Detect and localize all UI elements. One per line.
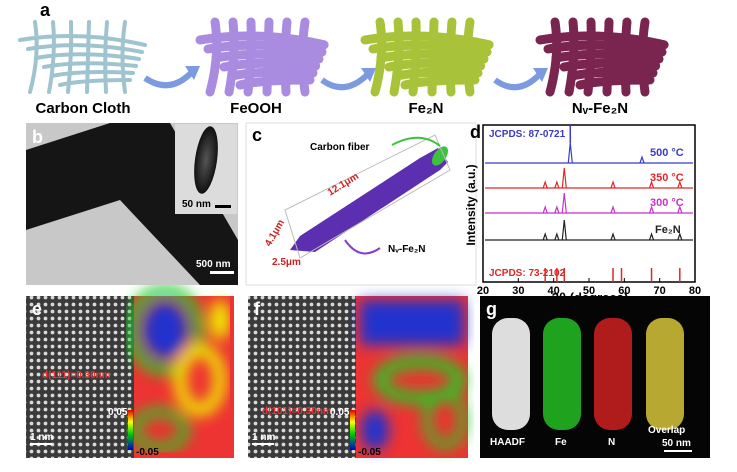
reference-label: JCPDS: 87-0721 bbox=[489, 129, 566, 140]
x-tick-label: 50 bbox=[583, 285, 595, 297]
peak bbox=[648, 180, 655, 189]
fiber bbox=[368, 40, 492, 57]
peak bbox=[677, 205, 683, 214]
peak bbox=[567, 142, 573, 164]
peak bbox=[639, 155, 645, 164]
mesh bbox=[535, 17, 670, 97]
panel-label: d bbox=[470, 122, 481, 142]
panel-b: b 50 nm 500 nm bbox=[26, 123, 238, 285]
y-axis-label: Intensity (a.u.) bbox=[464, 164, 478, 245]
fiber bbox=[42, 61, 138, 69]
annotation: d(111)=0.30nm bbox=[42, 370, 111, 381]
channel-label: Overlap bbox=[648, 425, 685, 436]
panel-c: c Carbon fiber 12.1μm 4.1μm 2.5μm Nᵥ-Fe₂… bbox=[245, 122, 477, 286]
fiber bbox=[543, 40, 667, 57]
peak bbox=[610, 180, 616, 189]
panel-a: a Carbon Cloth FeOOH Fe₂N Nᵥ-Fe₂N bbox=[18, 0, 670, 117]
reference-label: JCPDS: 73-2102 bbox=[489, 268, 566, 279]
panel-label: b bbox=[32, 127, 43, 147]
step-label: FeOOH bbox=[230, 100, 282, 117]
panel-f: f d(101)=0.30nm 0.05 -0.05 1 nm bbox=[248, 296, 468, 458]
step-label: Fe₂N bbox=[408, 100, 443, 117]
peak bbox=[542, 205, 548, 214]
fiber bbox=[103, 20, 109, 94]
fiber bbox=[445, 17, 457, 97]
x-tick-label: 60 bbox=[618, 285, 630, 297]
series-label: Fe₂N bbox=[655, 224, 681, 236]
fiber bbox=[638, 17, 650, 97]
series-label: 500 °C bbox=[650, 147, 684, 159]
fiber bbox=[298, 17, 310, 97]
colorbar-label: 0.05 bbox=[108, 407, 128, 418]
scale-label: 1 nm bbox=[252, 432, 275, 443]
panel-g: g HAADF Fe N Overlap 50 nm bbox=[480, 296, 710, 458]
peak bbox=[677, 180, 683, 189]
panel-label: f bbox=[254, 299, 261, 319]
channel-label: Fe bbox=[555, 437, 567, 448]
peak bbox=[677, 232, 683, 241]
step-label: Nᵥ-Fe₂N bbox=[572, 100, 628, 117]
panel-e: e d(111)=0.30nm 0.05 -0.05 1 nm bbox=[26, 290, 234, 458]
peak bbox=[610, 205, 616, 214]
x-tick-label: 40 bbox=[548, 285, 560, 297]
mesh bbox=[360, 17, 495, 97]
peak bbox=[554, 205, 560, 214]
scale-label: 500 nm bbox=[196, 259, 231, 270]
fiber bbox=[280, 17, 292, 97]
panel-label: e bbox=[32, 299, 42, 319]
fiber bbox=[120, 20, 127, 94]
fiber bbox=[26, 43, 144, 54]
scale-label: 1 nm bbox=[30, 432, 53, 443]
panel-label: c bbox=[252, 125, 262, 145]
arrows bbox=[143, 69, 543, 91]
peak bbox=[648, 205, 655, 214]
panel-d: d 2θ (degrees) Intensity (a.u.) 20304050… bbox=[464, 122, 701, 305]
mesh bbox=[18, 20, 147, 94]
annotation: 2.5μm bbox=[272, 257, 301, 268]
step-label: Carbon Cloth bbox=[36, 100, 131, 117]
scale-label: 50 nm bbox=[662, 438, 691, 449]
colorbar-label: -0.05 bbox=[358, 447, 381, 458]
mesh bbox=[195, 17, 330, 97]
fiber bbox=[463, 17, 475, 97]
x-tick-label: 70 bbox=[654, 285, 666, 297]
scale-label: 50 nm bbox=[182, 199, 211, 210]
channel-label: HAADF bbox=[490, 437, 525, 448]
fiber bbox=[85, 20, 91, 94]
x-tick-label: 30 bbox=[512, 285, 524, 297]
peak bbox=[542, 180, 548, 189]
peak bbox=[554, 232, 560, 241]
x-tick-label: 80 bbox=[689, 285, 701, 297]
annotation: Nᵥ-Fe₂N bbox=[388, 244, 426, 255]
peak bbox=[561, 192, 567, 214]
annotation: d(101)=0.30nm bbox=[262, 406, 332, 417]
fiber bbox=[620, 17, 632, 97]
channel-label: N bbox=[608, 437, 615, 448]
peak bbox=[542, 232, 548, 241]
colorbar-label: 0.05 bbox=[330, 407, 350, 418]
fiber bbox=[34, 52, 141, 61]
fiber bbox=[58, 78, 132, 87]
arrow-heads bbox=[185, 66, 548, 82]
fiber bbox=[203, 40, 327, 57]
peak bbox=[561, 219, 567, 241]
x-tick-label: 20 bbox=[477, 285, 489, 297]
annotation: Carbon fiber bbox=[310, 142, 370, 153]
series-label: 300 °C bbox=[650, 197, 684, 209]
panel-label: g bbox=[486, 299, 497, 319]
peak bbox=[554, 180, 560, 189]
fiber bbox=[18, 34, 147, 47]
fiber bbox=[50, 70, 135, 78]
peak bbox=[610, 232, 616, 241]
colorbar-label: -0.05 bbox=[136, 447, 159, 458]
panel-label: a bbox=[40, 0, 51, 20]
peak bbox=[561, 167, 567, 189]
peak bbox=[648, 232, 655, 241]
series-label: 350 °C bbox=[650, 172, 684, 184]
